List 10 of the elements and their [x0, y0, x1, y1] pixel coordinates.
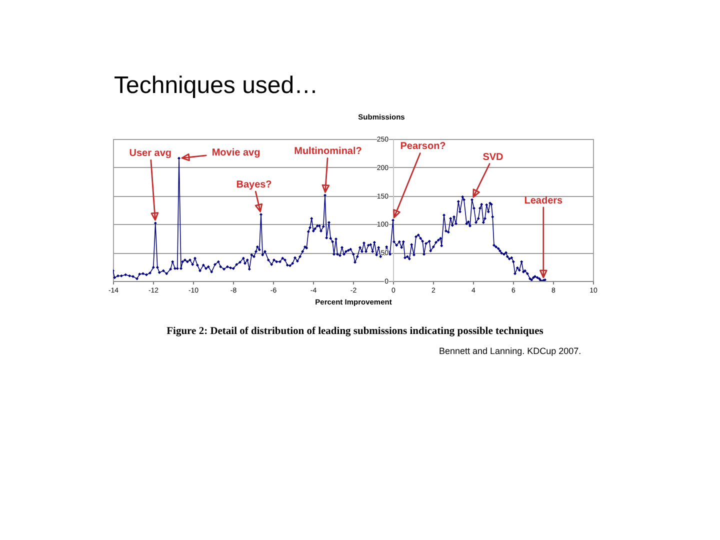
annotation: Leaders	[524, 195, 564, 206]
annotation: Bayes?	[236, 180, 272, 191]
annotation: User avg	[129, 148, 172, 160]
caption: Figure 2: Detail of distribution of leading submissions indicating possible techniques	[166, 326, 544, 337]
annotation: Multinominal?	[294, 146, 362, 158]
chart-title: Techniques used…	[114, 72, 318, 100]
annotation: Movie avg	[212, 147, 260, 158]
annotation: SVD	[482, 152, 504, 163]
text: Bennett and Lanning. KDCup 2007.	[439, 346, 582, 356]
annotation: Pearson?	[400, 141, 446, 152]
